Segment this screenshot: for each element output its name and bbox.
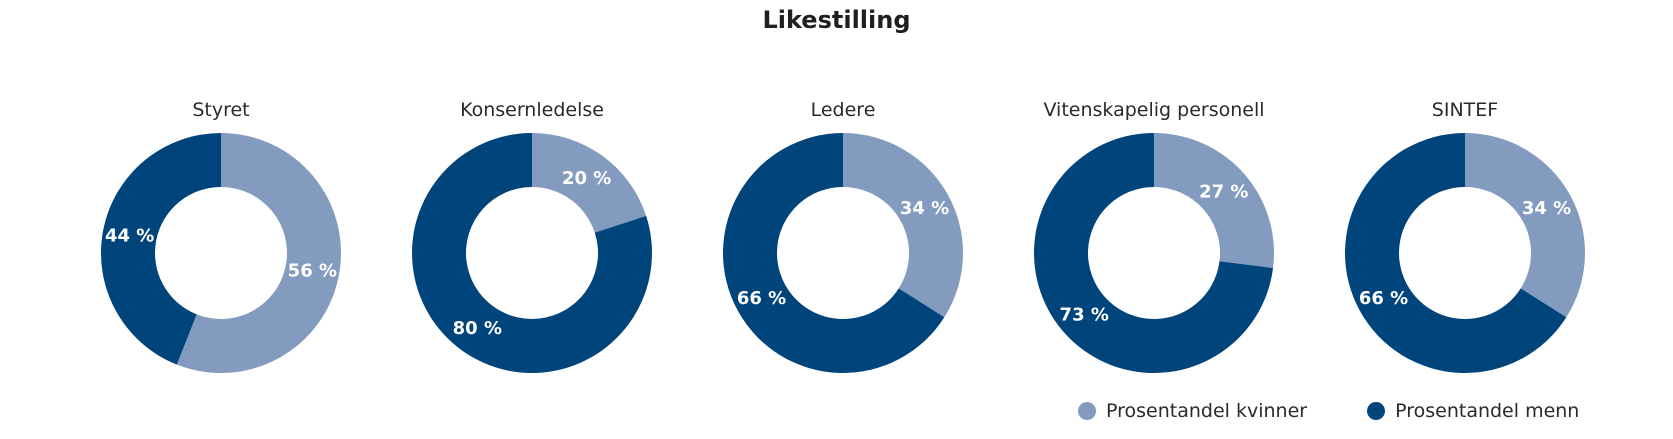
legend: Prosentandel kvinner Prosentandel menn	[1078, 396, 1639, 426]
slice-label-ledere-men: 66 %	[737, 288, 786, 309]
panel-title-vitenskapelig-personell: Vitenskapelig personell	[1043, 99, 1264, 121]
panel-title-sintef: SINTEF	[1432, 99, 1498, 121]
slice-label-sintef-men: 66 %	[1359, 288, 1408, 309]
slice-ledere-women	[843, 133, 964, 318]
slice-styret-men	[100, 133, 221, 365]
legend-swatch-women	[1078, 402, 1096, 420]
panel-title-ledere: Ledere	[811, 99, 876, 121]
legend-swatch-men	[1367, 402, 1386, 420]
slice-label-vitenskapelig-personell-women: 27 %	[1199, 181, 1248, 202]
panel-title-styret: Styret	[192, 99, 249, 121]
slice-konsernledelse-men	[412, 133, 652, 373]
legend-item-women: Prosentandel kvinner	[1078, 400, 1307, 422]
slice-label-konsernledelse-women: 20 %	[562, 168, 611, 189]
slice-konsernledelse-women	[532, 133, 647, 233]
slice-sintef-women	[1465, 133, 1585, 318]
slice-label-konsernledelse-men: 80 %	[453, 318, 502, 339]
slice-label-styret-men: 44 %	[105, 226, 154, 247]
slice-vitenskapelig-personell-men	[1034, 133, 1274, 373]
legend-item-men: Prosentandel menn	[1367, 400, 1579, 422]
slice-styret-women	[176, 133, 341, 373]
slice-ledere-men	[723, 133, 945, 373]
slice-vitenskapelig-personell-women	[1154, 133, 1274, 269]
legend-label-men: Prosentandel menn	[1395, 400, 1580, 422]
slice-label-ledere-women: 34 %	[900, 198, 949, 219]
slice-label-sintef-women: 34 %	[1522, 198, 1571, 219]
chart-title: Likestilling	[762, 6, 911, 34]
panel-title-konsernledelse: Konsernledelse	[460, 99, 604, 121]
slice-sintef-men	[1345, 133, 1567, 373]
legend-label-women: Prosentandel kvinner	[1106, 400, 1308, 422]
slice-label-styret-women: 56 %	[288, 260, 337, 281]
slice-label-vitenskapelig-personell-men: 73 %	[1060, 305, 1109, 326]
